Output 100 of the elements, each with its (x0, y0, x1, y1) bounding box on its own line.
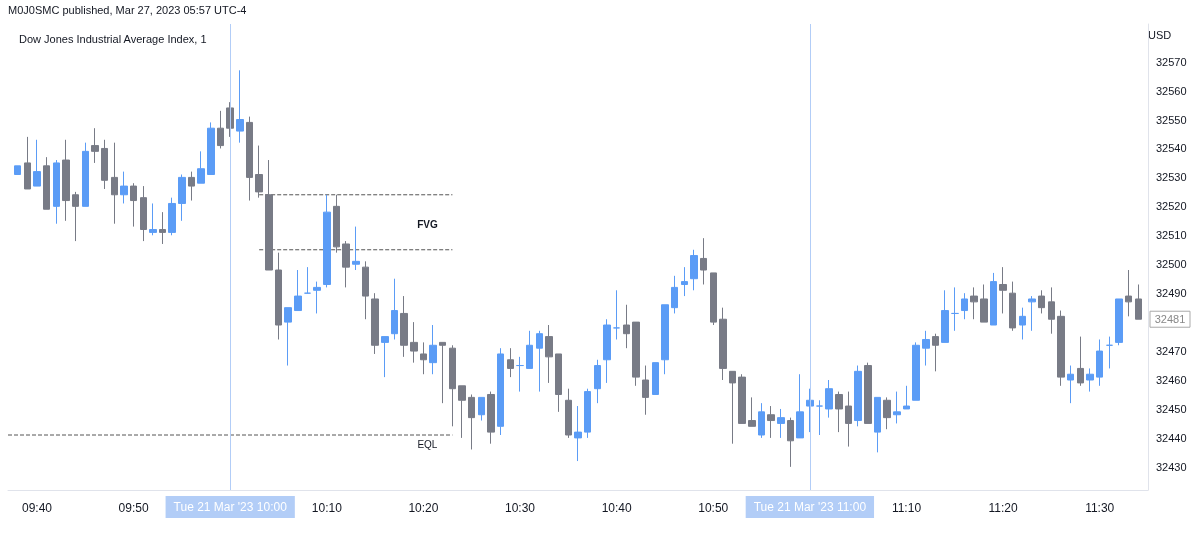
ref-line-label: Tue 21 Mar '23 11:00 (753, 500, 867, 514)
candlestick (111, 142, 118, 225)
candlestick (671, 275, 678, 314)
candlestick (362, 260, 369, 320)
candlestick (758, 402, 765, 439)
candlestick (130, 182, 137, 228)
candlestick (188, 171, 195, 202)
y-tick-label: 32540 (1156, 142, 1187, 155)
candlestick (313, 281, 321, 314)
candlestick (748, 396, 756, 427)
text: M0J0SMC published, Mar 27, 2023 05:57 UTC-4 (8, 3, 247, 16)
candlestick (681, 266, 688, 297)
candlestick (710, 272, 717, 326)
candlestick (1067, 365, 1074, 404)
candlestick (101, 139, 108, 190)
candlestick (178, 174, 186, 222)
candlestick (700, 237, 707, 285)
candlestick (246, 116, 253, 202)
candlestick (1106, 336, 1113, 369)
candlestick (912, 341, 920, 401)
candlestick (767, 405, 775, 439)
candlestick (941, 289, 949, 343)
candlestick (787, 417, 794, 468)
candlestick (91, 127, 99, 164)
candlestick (1038, 289, 1045, 314)
candlestick (970, 286, 978, 320)
candlestick (719, 307, 727, 381)
candlestick (323, 194, 331, 288)
candlestick (565, 388, 572, 439)
candlestick (140, 185, 147, 242)
x-tick-label: 09:40 (21, 501, 53, 515)
candlestick (864, 362, 872, 424)
candlestick (1057, 310, 1065, 387)
series-label: FVG (417, 219, 438, 231)
candlestick (825, 379, 833, 419)
candlestick (777, 408, 785, 439)
y-tick-label: 32440 (1156, 431, 1187, 444)
candlestick (265, 159, 273, 271)
y-tick-label: 32550 (1156, 113, 1187, 126)
candlestick (932, 333, 939, 372)
candlestick (14, 165, 21, 176)
series-label: EQL (417, 438, 438, 450)
candlestick (594, 359, 601, 404)
candlestick (806, 388, 814, 433)
candlestick (835, 391, 843, 433)
candlestick (478, 396, 485, 422)
candlestick (951, 286, 959, 332)
candlestick (468, 393, 475, 450)
candlestick (729, 370, 736, 445)
annotation: 32481 (1154, 313, 1186, 326)
y-tick-label: 32570 (1156, 55, 1187, 68)
candlestick (82, 142, 89, 207)
candlestick (642, 365, 649, 416)
candlestick (507, 347, 514, 378)
candlestick (526, 330, 533, 369)
x-tick-label: 10:50 (698, 501, 729, 515)
candlestick (207, 121, 215, 176)
candlestick (284, 307, 292, 367)
candlestick (33, 139, 41, 187)
candlestick (1019, 307, 1026, 340)
candlestick (999, 266, 1007, 314)
candlestick (883, 396, 891, 430)
candlestick (497, 347, 504, 436)
candlestick (584, 388, 591, 439)
y-tick-label: 32430 (1156, 460, 1187, 473)
candlestick (391, 278, 398, 340)
candlestick (72, 191, 79, 242)
candlestick (449, 344, 456, 427)
candlestick (545, 324, 553, 384)
candlestick (371, 292, 379, 355)
candlestick (990, 272, 997, 326)
x-tick-label: 10:30 (505, 501, 536, 515)
text: Dow Jones Industrial Average Index, 1 (19, 32, 207, 45)
candlestick (632, 321, 640, 387)
candlestick (53, 159, 60, 225)
candlestick (1125, 269, 1132, 317)
candlestick (555, 353, 562, 413)
y-tick-label: 32510 (1156, 229, 1187, 242)
y-tick-label: 32500 (1156, 258, 1187, 271)
candlestick (149, 202, 157, 236)
candlestick (690, 249, 698, 291)
y-tick-label: 32490 (1156, 287, 1187, 300)
candlestick (333, 194, 340, 254)
x-tick-label: 11:20 (988, 501, 1018, 515)
candlestick (120, 171, 128, 204)
candlestick (574, 405, 582, 462)
candlestick (1115, 298, 1123, 346)
candlestick (342, 240, 350, 288)
candlestick (738, 373, 746, 424)
candlestick (661, 304, 669, 375)
x-tick-label: 10:40 (601, 501, 632, 515)
y-tick-label: 32460 (1156, 374, 1187, 387)
candlestick (304, 266, 311, 294)
candlestick (420, 341, 427, 375)
candlestick (1086, 367, 1094, 393)
x-tick-label: 11:10 (891, 501, 922, 515)
candlestick (43, 156, 50, 210)
candlestick (255, 145, 263, 199)
y-tick-label: 32450 (1156, 402, 1187, 415)
candlestick (980, 284, 988, 323)
